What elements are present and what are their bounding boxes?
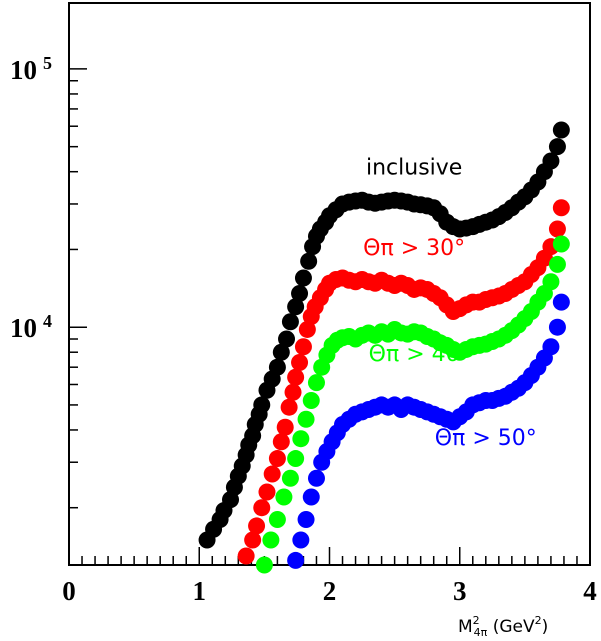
x-tick-label: 1	[193, 576, 207, 606]
series-1	[237, 199, 570, 565]
data-point	[548, 220, 566, 238]
data-point	[287, 298, 305, 316]
data-point	[548, 138, 566, 156]
data-point	[262, 531, 280, 549]
x-tick-label: 3	[453, 576, 467, 606]
data-point	[268, 358, 286, 376]
data-point	[287, 551, 305, 569]
x-axis-label: M2 4π (GeV2)	[458, 614, 548, 639]
data-point	[302, 392, 320, 410]
series-label: Θπ > 40	[369, 342, 460, 367]
data-point	[307, 469, 325, 487]
y-tick-label: 10 5	[10, 53, 52, 85]
series-label: inclusive	[366, 156, 462, 181]
data-point	[300, 252, 318, 270]
data-point	[294, 338, 312, 356]
data-point	[291, 353, 309, 371]
data-point	[552, 235, 570, 253]
data-point	[297, 511, 315, 529]
data-point	[307, 374, 325, 392]
series-0	[198, 121, 570, 549]
data-point	[552, 121, 570, 139]
data-point	[542, 273, 560, 291]
data-point	[548, 255, 566, 273]
data-point	[287, 450, 305, 468]
series-layer	[198, 121, 570, 574]
data-point	[297, 410, 315, 428]
data-point	[258, 483, 276, 501]
x-tick-label: 2	[323, 576, 337, 606]
y-tick-label: 10 4	[10, 311, 52, 343]
data-point	[542, 338, 560, 356]
series-label: Θπ > 50°	[435, 426, 537, 451]
data-point	[268, 450, 286, 468]
data-point	[278, 330, 296, 348]
data-point	[272, 343, 290, 361]
series-labels: inclusive Θπ > 30° Θπ > 40 Θπ > 50°	[363, 156, 537, 451]
data-point	[276, 418, 294, 436]
series-2	[255, 235, 570, 574]
data-point	[253, 396, 271, 414]
data-point	[253, 499, 271, 517]
data-point	[302, 488, 320, 506]
data-point	[255, 556, 273, 574]
data-point	[548, 318, 566, 336]
data-point	[272, 433, 290, 451]
data-point	[287, 368, 305, 386]
data-point	[552, 293, 570, 311]
data-point	[244, 531, 262, 549]
data-point	[248, 517, 266, 535]
data-point	[275, 488, 293, 506]
x-tick-label: 0	[62, 576, 76, 606]
data-point	[263, 465, 281, 483]
data-point	[292, 430, 310, 448]
data-point	[291, 285, 309, 303]
data-point	[552, 199, 570, 217]
data-point	[298, 320, 316, 338]
data-point	[281, 469, 299, 487]
data-point	[281, 313, 299, 331]
data-point	[280, 398, 298, 416]
x-ticks: 0 1 2 3 4	[62, 547, 597, 606]
data-point	[292, 531, 310, 549]
series-label: Θπ > 30°	[363, 236, 465, 261]
data-point	[542, 152, 560, 170]
data-point	[268, 511, 286, 529]
data-point	[284, 383, 302, 401]
series-3	[287, 293, 570, 569]
x-tick-label: 4	[583, 576, 597, 606]
data-point	[237, 547, 255, 565]
data-point	[294, 269, 312, 287]
